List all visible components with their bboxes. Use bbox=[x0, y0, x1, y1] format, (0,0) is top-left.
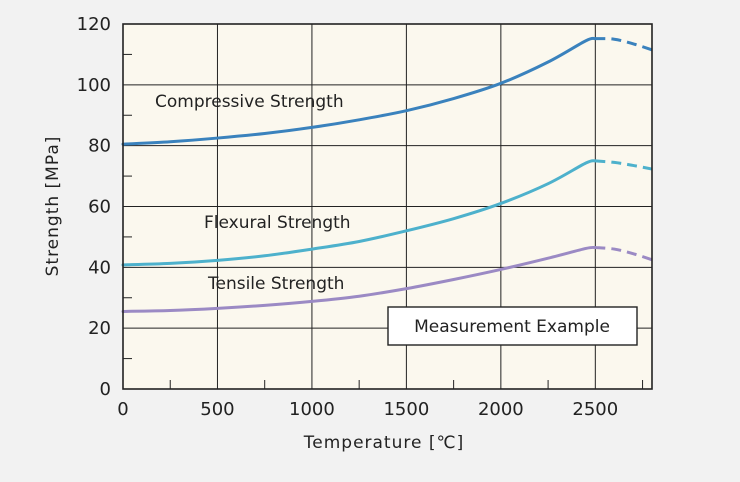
y-tick-label: 40 bbox=[88, 257, 111, 278]
y-tick-label: 120 bbox=[77, 14, 111, 35]
y-tick-label: 100 bbox=[77, 75, 111, 96]
measurement-example-box: Measurement Example bbox=[387, 306, 638, 346]
series-line-compressive-dashed bbox=[595, 37, 653, 52]
series-label-compressive: Compressive Strength bbox=[155, 92, 344, 112]
series-line-tensile-dashed bbox=[595, 246, 653, 262]
series-line-tensile bbox=[121, 245, 597, 313]
x-tick-label: 2500 bbox=[572, 399, 618, 420]
measurement-example-label: Measurement Example bbox=[414, 317, 610, 337]
tick-labels: 0 500 1000 1500 2000 2500 0 20 40 60 80 100 120 bbox=[77, 14, 619, 420]
series-curves bbox=[121, 36, 653, 313]
x-tick-label: 0 bbox=[117, 399, 128, 420]
plot-frame bbox=[122, 23, 653, 390]
series-label-flexural: Flexural Strength bbox=[204, 213, 351, 233]
series-label-tensile: Tensile Strength bbox=[207, 274, 344, 294]
y-tick-label: 20 bbox=[88, 318, 111, 339]
measurement-example-frame bbox=[387, 306, 638, 346]
x-axis-title: Temperature [℃] bbox=[303, 433, 464, 453]
axis-ticks bbox=[123, 53, 644, 389]
series-line-flexural-dashed bbox=[595, 159, 653, 171]
y-tick-label: 0 bbox=[100, 379, 111, 400]
y-tick-label: 60 bbox=[88, 197, 111, 218]
x-tick-label: 1000 bbox=[289, 399, 335, 420]
y-axis-title: Strength [MPa] bbox=[43, 136, 63, 277]
x-tick-label: 500 bbox=[200, 399, 234, 420]
y-tick-label: 80 bbox=[88, 136, 111, 157]
x-tick-label: 2000 bbox=[478, 399, 524, 420]
series-line-compressive bbox=[121, 36, 597, 146]
x-tick-label: 1500 bbox=[383, 399, 429, 420]
series-line-flexural bbox=[121, 159, 597, 267]
